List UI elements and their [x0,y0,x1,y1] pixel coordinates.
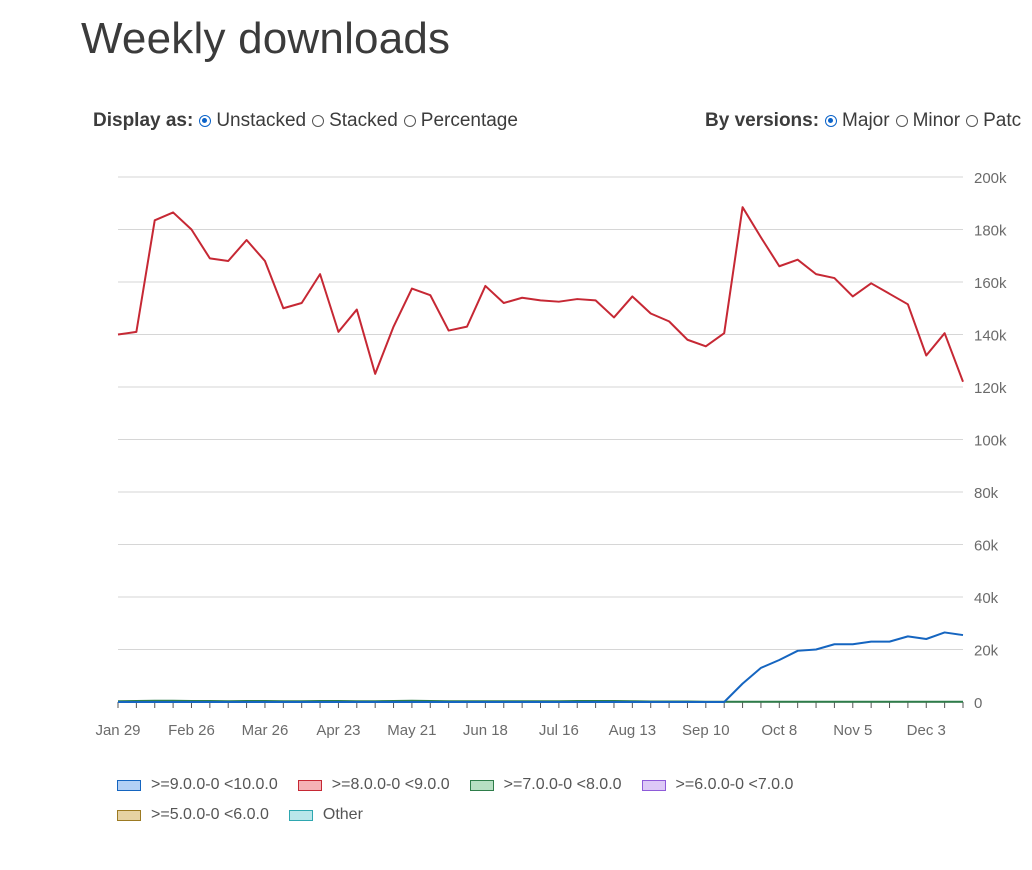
legend-item[interactable]: Other [288,806,363,824]
radio-unstacked[interactable]: Unstacked [199,110,306,132]
x-axis: Jan 29 Feb 26 Mar 26 Apr 23 May 21 Jun 18 Jul … [95,702,964,739]
radio-button-icon[interactable] [825,115,838,127]
legend-swatch [117,779,141,791]
y-tick-label: 140k [974,328,1007,345]
y-tick-label: 80k [974,485,999,502]
weekly-downloads-chart: 0 20k 40k 60k 80k 100k 120k 140k 160k 180k 200k Ja… [95,170,1007,739]
legend-item[interactable]: >=9.0.0-0 <10.0.0 [117,776,278,794]
x-tick-label: Dec 3 [907,722,946,739]
display-as-group: Display as: Unstacked Stacked Percentage [93,110,524,132]
legend-label: >=6.0.0-0 <7.0.0 [675,776,794,793]
legend-label: >=9.0.0-0 <10.0.0 [151,776,278,793]
radio-button-icon[interactable] [895,115,908,127]
radio-patch[interactable]: Patc [966,110,1021,132]
chart-series [117,206,964,703]
legend-label: >=7.0.0-0 <8.0.0 [503,776,622,793]
legend-swatch [117,809,141,821]
by-versions-label: By versions: [705,110,820,131]
x-tick-label: Jan 29 [95,722,140,739]
legend-swatch [288,809,313,821]
y-tick-label: 20k [974,643,999,660]
legend-item[interactable]: >=8.0.0-0 <9.0.0 [297,776,450,794]
legend-swatch [641,779,666,791]
x-tick-label: Feb 26 [168,722,215,739]
x-tick-label: Jun 18 [463,722,508,739]
legend-item[interactable]: >=5.0.0-0 <6.0.0 [117,806,269,824]
legend-label: >=5.0.0-0 <6.0.0 [151,806,269,823]
radio-label: Patc [983,110,1022,131]
legend-item[interactable]: >=6.0.0-0 <7.0.0 [641,776,794,794]
display-as-label: Display as: [93,110,194,131]
radio-button-icon[interactable] [199,115,212,127]
x-tick-label: Nov 5 [833,722,872,739]
y-tick-label: 40k [974,590,999,607]
y-tick-label: 100k [974,433,1007,450]
x-tick-label: Aug 13 [609,722,657,739]
legend-label: >=8.0.0-0 <9.0.0 [331,776,450,793]
radio-button-icon[interactable] [966,115,979,127]
chart-legend: >=9.0.0-0 <10.0.0 >=8.0.0-0 <9.0.0 >=7.0.0… [117,770,937,830]
legend-swatch [469,779,494,791]
y-tick-label: 200k [974,170,1007,187]
y-tick-label: 120k [974,380,1007,397]
radio-label: Stacked [329,110,398,131]
chart-controls: Display as: Unstacked Stacked Percentage… [0,110,1032,136]
x-tick-label: Apr 23 [316,722,360,739]
chart-grid [118,176,963,703]
x-tick-label: Mar 26 [242,722,289,739]
radio-stacked[interactable]: Stacked [312,110,398,132]
page-title: Weekly downloads [81,14,451,63]
radio-label: Minor [912,110,961,131]
y-tick-label: 160k [974,275,1007,292]
series-line [118,631,964,703]
series-line [117,206,964,383]
radio-percentage[interactable]: Percentage [403,110,518,132]
radio-label: Percentage [420,110,518,131]
y-axis-ticks: 0 20k 40k 60k 80k 100k 120k 140k 160k 180k 200k [974,170,1007,712]
legend-label: Other [322,806,363,823]
x-tick-label: May 21 [387,722,436,739]
radio-button-icon[interactable] [403,115,416,127]
y-tick-label: 0 [974,695,982,712]
by-versions-group: By versions: Major Minor Patc [705,110,1027,132]
y-tick-label: 180k [974,223,1007,240]
x-tick-label: Sep 10 [682,722,730,739]
x-tick-label: Oct 8 [761,722,797,739]
legend-row: >=9.0.0-0 <10.0.0 >=8.0.0-0 <9.0.0 >=7.0.0… [117,770,937,800]
legend-row: >=5.0.0-0 <6.0.0 Other [117,800,937,830]
radio-label: Major [842,110,890,131]
legend-swatch [297,779,322,791]
legend-item[interactable]: >=7.0.0-0 <8.0.0 [469,776,622,794]
x-tick-label: Jul 16 [539,722,579,739]
radio-minor[interactable]: Minor [895,110,961,132]
radio-button-icon[interactable] [312,115,325,127]
radio-major[interactable]: Major [825,110,890,132]
y-tick-label: 60k [974,538,999,555]
radio-label: Unstacked [216,110,307,131]
